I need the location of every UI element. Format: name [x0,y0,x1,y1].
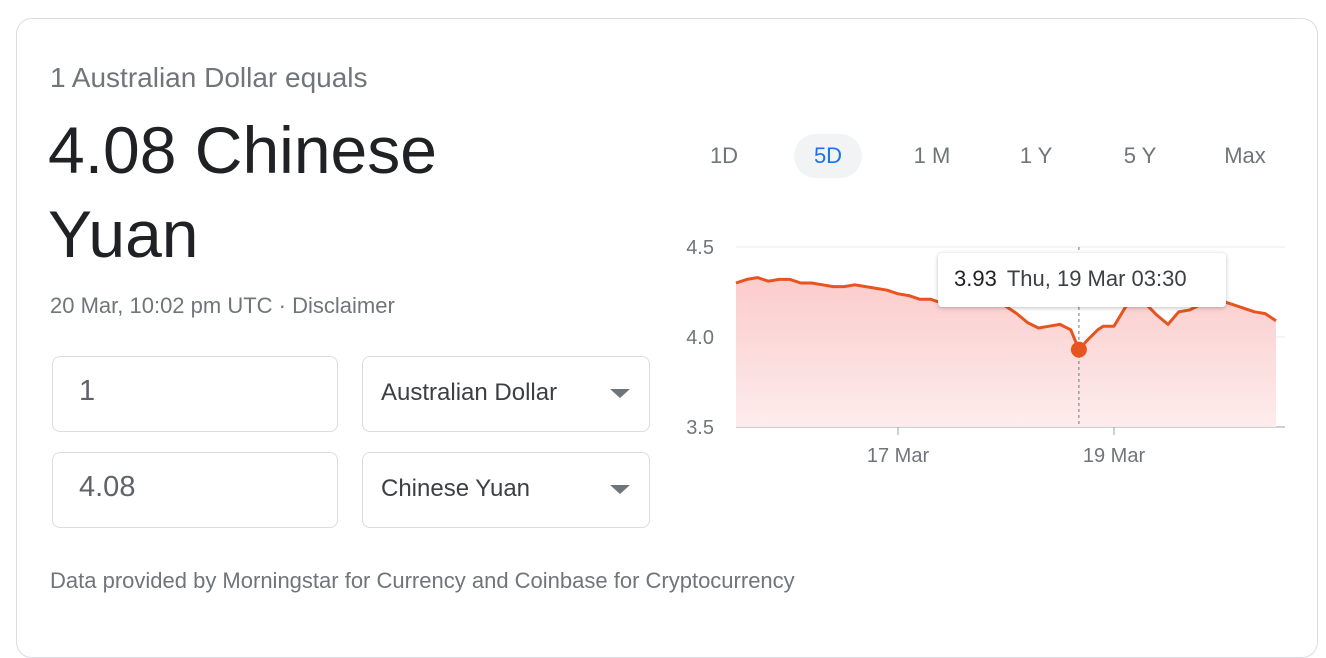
exchange-rate-chart[interactable]: 4.5 4.0 3.5 17 Mar 19 Mar [670,225,1300,475]
highlight-point [1070,341,1087,358]
disclaimer-link[interactable]: Disclaimer [292,293,395,318]
tooltip-value: 3.93 [954,266,997,291]
tab-1m[interactable]: 1 M [913,143,951,168]
area-fill [736,277,1276,427]
tab-1d[interactable]: 1D [709,143,739,168]
from-currency-label: Australian Dollar [381,379,558,406]
timestamp: 20 Mar, 10:02 pm UTC · Disclaimer [50,293,395,319]
y-tick-label: 3.5 [686,417,714,439]
x-tick-label: 17 Mar [867,445,930,467]
tab-max[interactable]: Max [1224,143,1266,168]
x-tick-label: 19 Mar [1083,445,1146,467]
series-line [735,276,1277,352]
tab-5d[interactable]: 5D [794,134,862,178]
chevron-down-icon [610,389,630,398]
to-currency-label: Chinese Yuan [381,475,531,502]
tab-1y[interactable]: 1 Y [1019,143,1053,168]
from-currency-select[interactable]: Australian Dollar [362,356,650,432]
tooltip-date: Thu, 19 Mar 03:30 [1006,266,1187,291]
y-tick-label: 4.5 [686,237,714,259]
equals-label: 1 Australian Dollar equals [50,62,368,93]
tab-5y[interactable]: 5 Y [1123,143,1157,168]
to-currency-select[interactable]: Chinese Yuan [362,452,650,528]
chart-tooltip: 3.93 Thu, 19 Mar 03:30 [938,253,1226,307]
from-amount-input[interactable]: 1 [52,356,338,432]
to-amount-input[interactable]: 4.08 [52,452,338,528]
separator: · [278,293,286,318]
data-source-footer: Data provided by Morningstar for Currenc… [50,568,795,593]
timestamp-text: 20 Mar, 10:02 pm UTC [50,293,273,318]
conversion-result: 4.08 Chinese Yuan [48,113,437,271]
y-tick-label: 4.0 [686,327,714,349]
chevron-down-icon [610,485,630,494]
